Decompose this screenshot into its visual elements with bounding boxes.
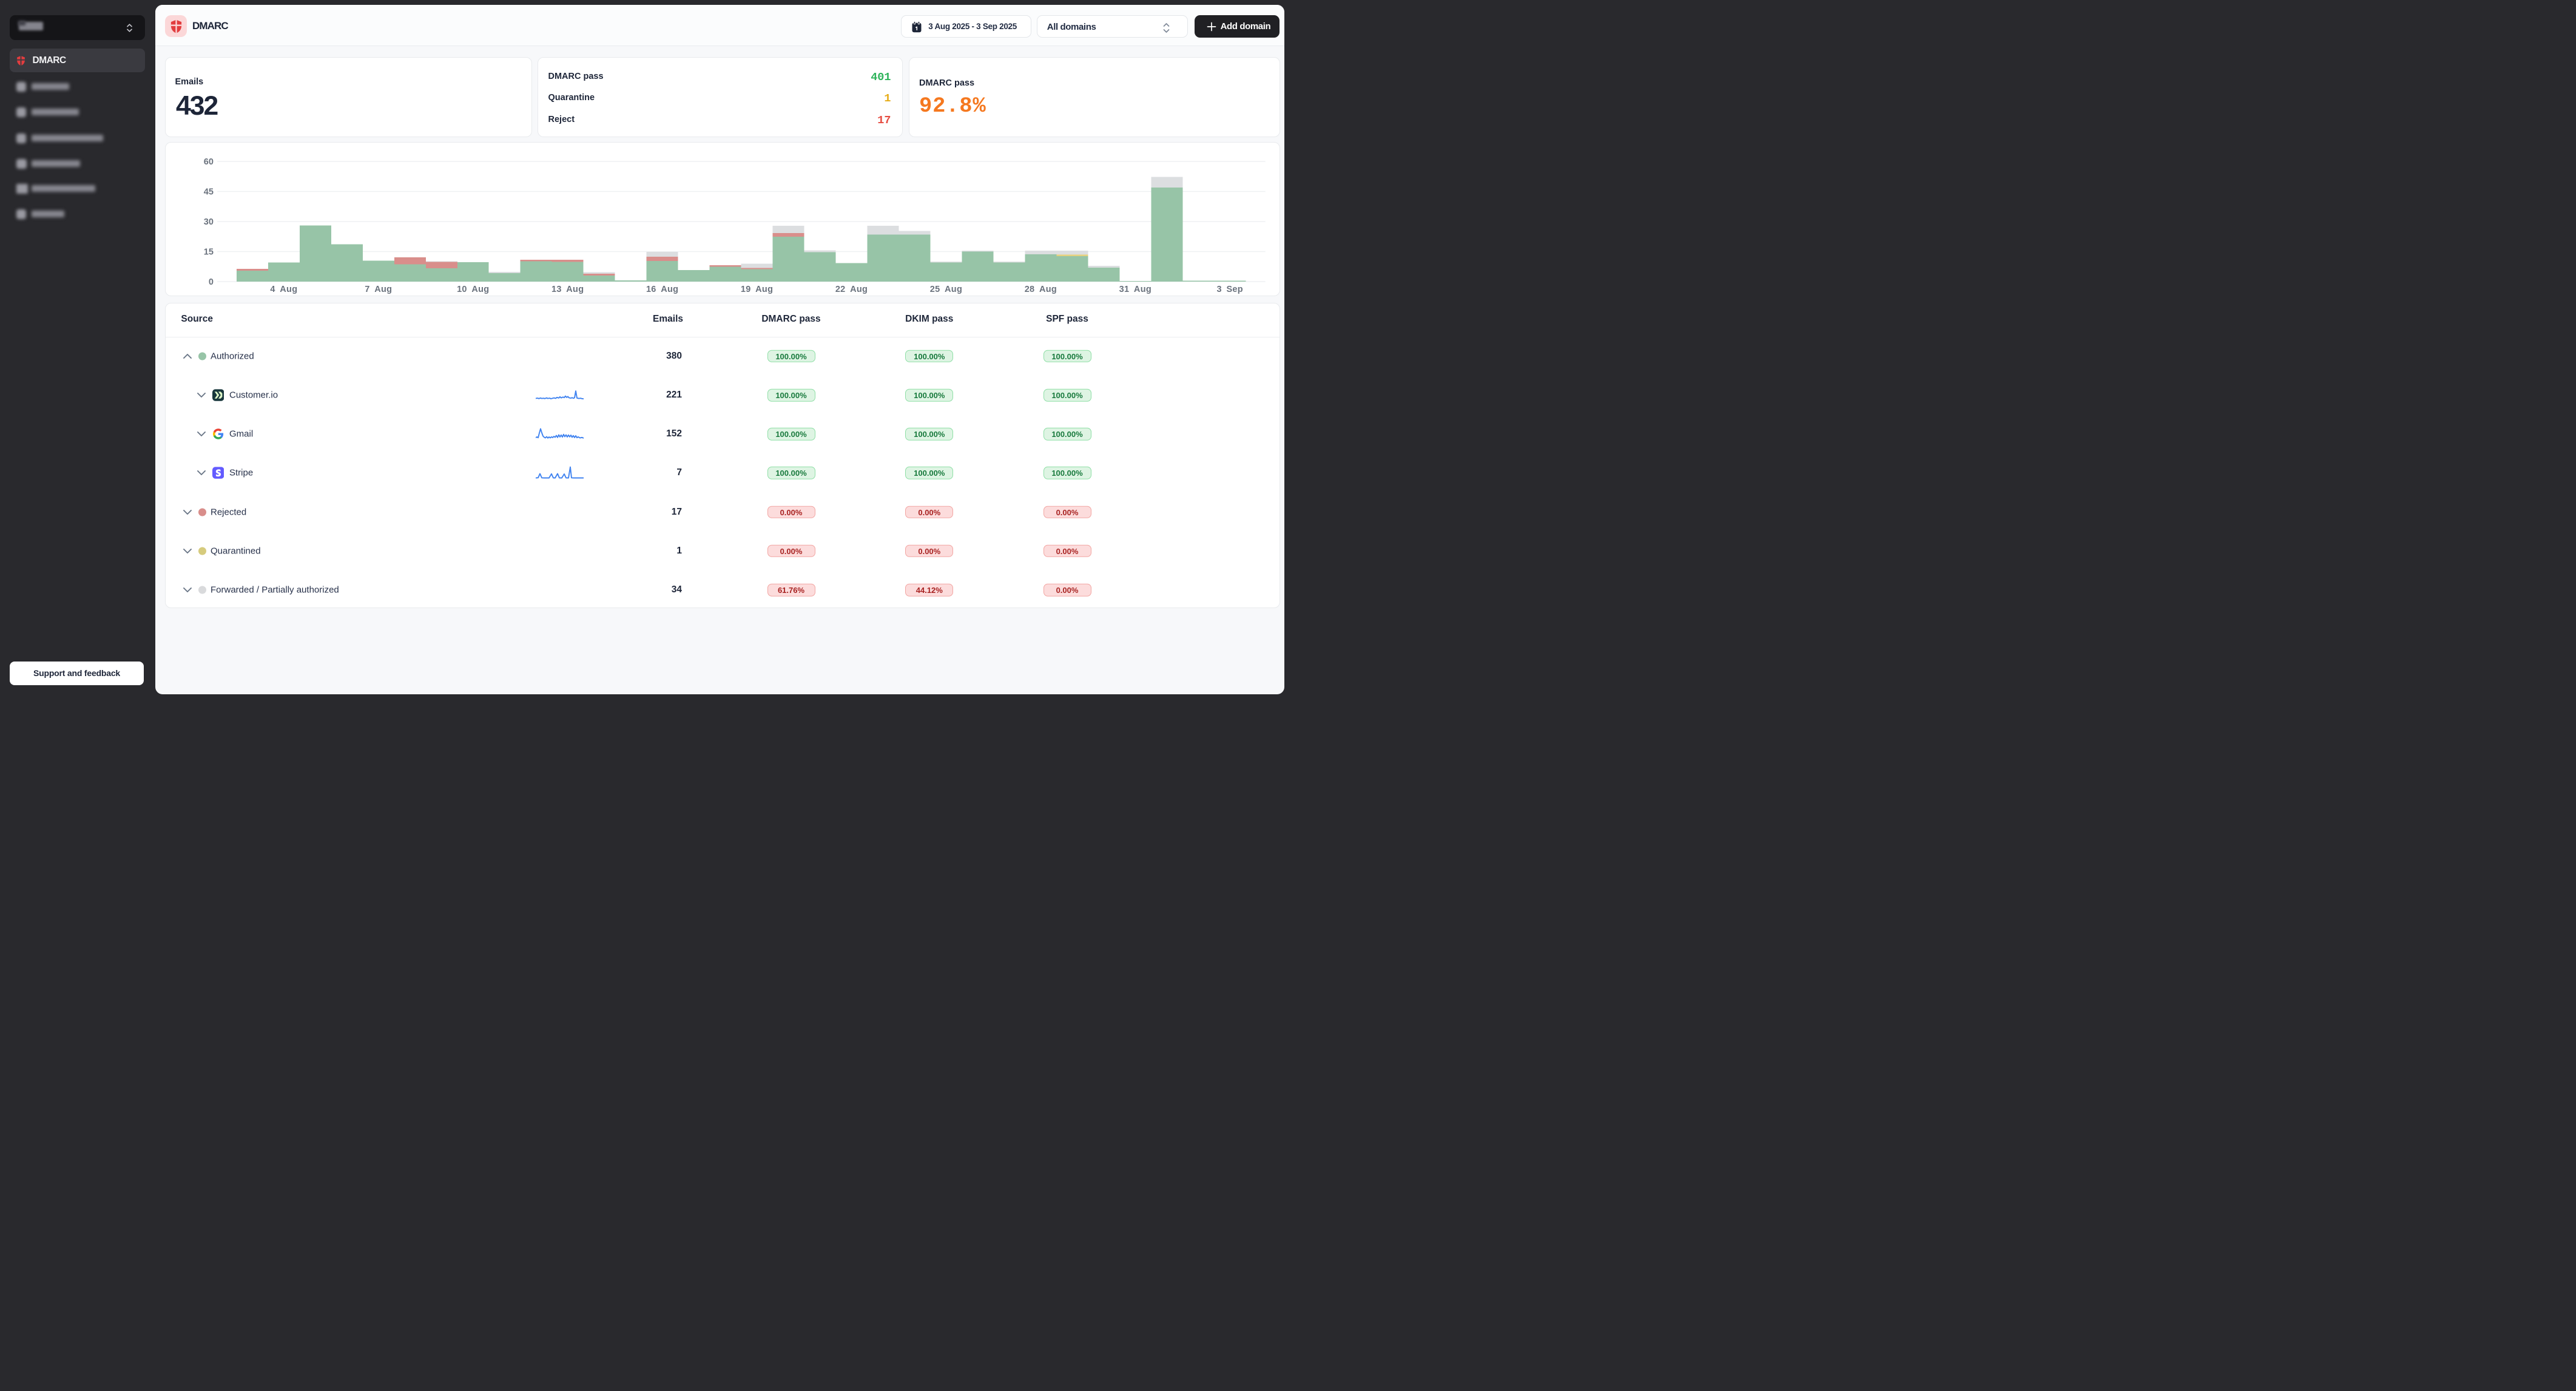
- svg-text:31 Aug: 31 Aug: [1119, 285, 1151, 294]
- svg-text:13 Aug: 13 Aug: [551, 285, 584, 294]
- svg-text:60: 60: [203, 157, 213, 167]
- svg-text:45: 45: [203, 188, 213, 197]
- svg-text:4 Aug: 4 Aug: [270, 285, 297, 294]
- svg-text:19 Aug: 19 Aug: [740, 285, 772, 294]
- svg-text:0: 0: [208, 277, 213, 287]
- svg-text:30: 30: [203, 217, 213, 227]
- svg-text:10 Aug: 10 Aug: [457, 285, 489, 294]
- svg-text:25 Aug: 25 Aug: [929, 285, 962, 294]
- svg-text:22 Aug: 22 Aug: [835, 285, 867, 294]
- svg-text:3 Sep: 3 Sep: [1216, 285, 1242, 294]
- svg-text:7 Aug: 7 Aug: [365, 285, 392, 294]
- svg-text:15: 15: [203, 248, 213, 257]
- svg-text:16 Aug: 16 Aug: [646, 285, 678, 294]
- svg-text:28 Aug: 28 Aug: [1024, 285, 1056, 294]
